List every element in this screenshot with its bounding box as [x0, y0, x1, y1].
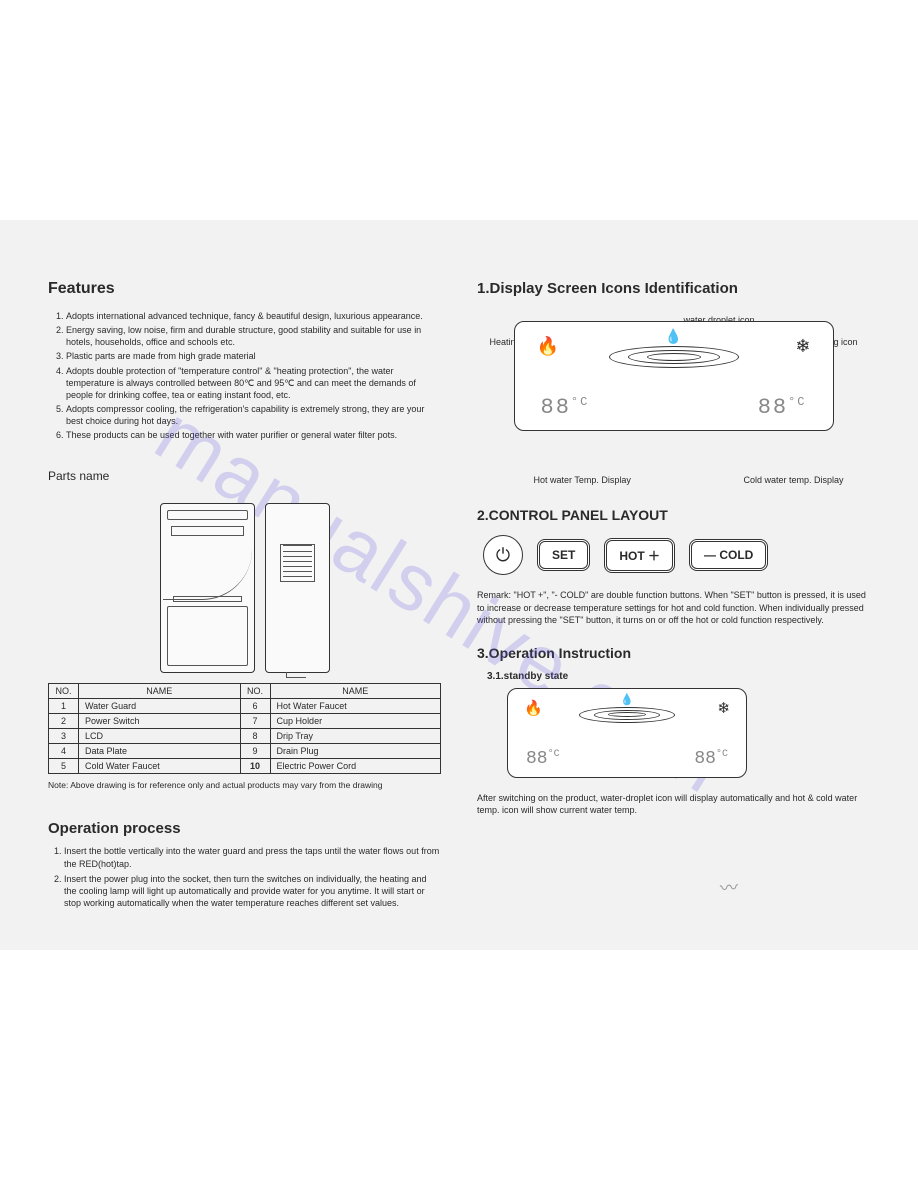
parts-col-header: NO.	[240, 684, 270, 699]
standby-after-text: After switching on the product, water-dr…	[477, 792, 870, 817]
operation-list: Insert the bottle vertically into the wa…	[48, 845, 441, 909]
table-row: 5Cold Water Faucet10Electric Power Cord	[49, 759, 441, 774]
unit-side-view	[265, 503, 330, 673]
right-column: 1.Display Screen Icons Identification He…	[459, 280, 888, 910]
panel-remark: Remark: "HOT +", "- COLD" are double fun…	[477, 589, 870, 627]
unit-front-view	[160, 503, 255, 673]
parts-name-heading: Parts name	[48, 469, 441, 483]
minus-cold-button[interactable]: — COLD	[689, 539, 768, 571]
droplet-icon: 💧	[620, 693, 634, 706]
feature-item: Adopts international advanced technique,…	[66, 310, 441, 322]
feature-item: Energy saving, low noise, firm and durab…	[66, 324, 441, 348]
cold-temp-display: 88°C	[758, 395, 807, 420]
cold-temp-display: 88°C	[694, 749, 728, 769]
callout-cold-temp: Cold water temp. Display	[743, 475, 843, 485]
standby-state-heading: 3.1.standby state	[487, 671, 870, 682]
heating-icon: 🔥	[524, 699, 543, 717]
features-heading: Features	[48, 280, 441, 298]
power-button[interactable]: ⏻	[483, 535, 523, 575]
table-row: 2Power Switch7Cup Holder	[49, 714, 441, 729]
parts-col-header: NO.	[49, 684, 79, 699]
droplet-icon: 💧	[665, 328, 682, 345]
callout-hot-temp: Hot water Temp. Display	[534, 475, 631, 485]
table-row: 3LCD8Drip Tray	[49, 729, 441, 744]
table-row: 4Data Plate9Drain Plug	[49, 744, 441, 759]
heating-icon: 🔥	[537, 336, 559, 357]
operation-step: Insert the power plug into the socket, t…	[64, 873, 441, 909]
feature-item: Adopts compressor cooling, the refrigera…	[66, 403, 441, 427]
cooling-icon: ❄	[795, 336, 810, 357]
hot-temp-display: 88°C	[541, 395, 590, 420]
table-row: 1Water Guard6Hot Water Faucet	[49, 699, 441, 714]
parts-col-header: NAME	[79, 684, 241, 699]
ripple-icon	[609, 346, 739, 368]
feature-item: Adopts double protection of "temperature…	[66, 365, 441, 401]
parts-col-header: NAME	[270, 684, 440, 699]
scan-smudge: 〰	[719, 873, 739, 900]
features-list: Adopts international advanced technique,…	[48, 310, 441, 441]
parts-table: NO. NAME NO. NAME 1Water Guard6Hot Water…	[48, 683, 441, 774]
left-column: Features Adopts international advanced t…	[30, 280, 459, 910]
parts-diagram	[125, 493, 365, 673]
parts-note: Note: Above drawing is for reference onl…	[48, 780, 441, 790]
control-panel-heading: 2.CONTROL PANEL LAYOUT	[477, 507, 870, 523]
feature-item: Plastic parts are made from high grade m…	[66, 350, 441, 362]
hot-plus-button[interactable]: HOT ＋	[604, 538, 675, 573]
display-screen-box: 🔥 ❄ 💧 88°C 88°C	[514, 321, 834, 431]
operation-instruction-heading: 3.Operation Instruction	[477, 645, 870, 661]
standby-display-box: 🔥 ❄ 💧 88°C 88°C	[507, 688, 747, 778]
set-button[interactable]: SET	[537, 539, 590, 571]
manual-page: manualshive.com Features Adopts internat…	[0, 220, 918, 950]
control-panel-row: ⏻ SET HOT ＋ — COLD	[483, 535, 870, 575]
display-diagram-with-callouts: Heating icon Cooling icon water droplet …	[494, 321, 854, 471]
hot-temp-display: 88°C	[526, 749, 560, 769]
feature-item: These products can be used together with…	[66, 429, 441, 441]
ripple-icon	[579, 707, 675, 723]
operation-heading: Operation process	[48, 820, 441, 837]
display-icons-heading: 1.Display Screen Icons Identification	[477, 280, 870, 297]
operation-step: Insert the bottle vertically into the wa…	[64, 845, 441, 869]
cooling-icon: ❄	[717, 699, 730, 717]
